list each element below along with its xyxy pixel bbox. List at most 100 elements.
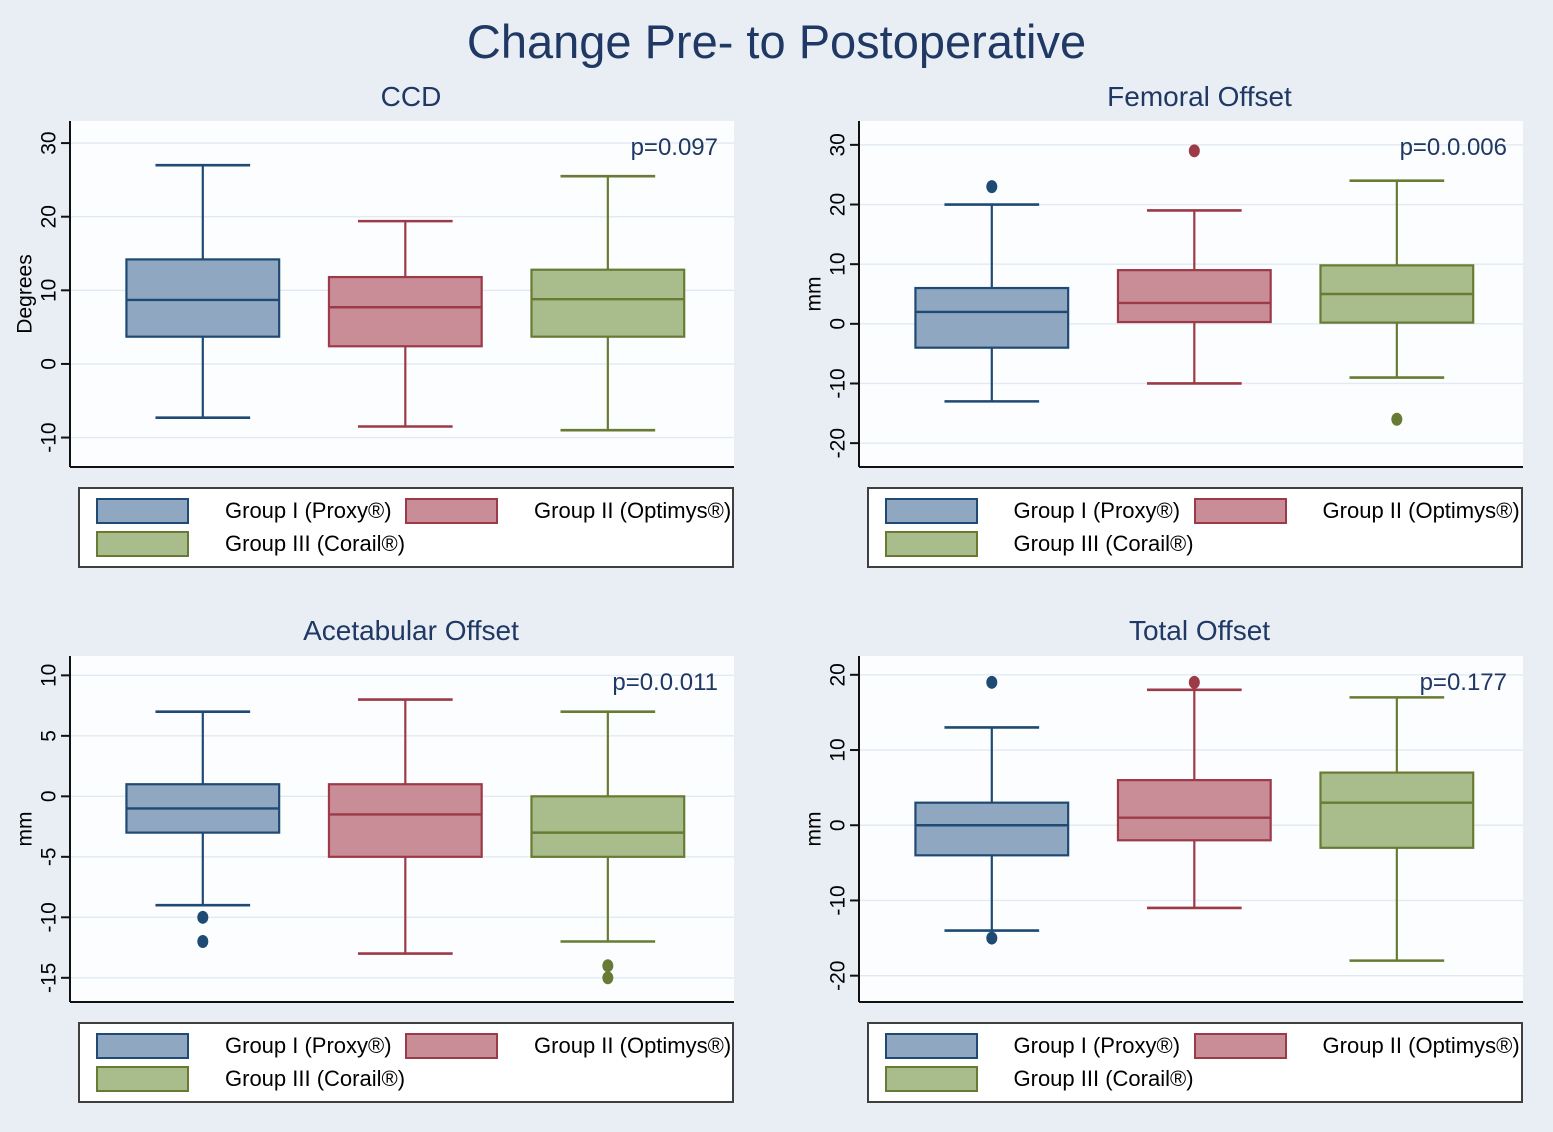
ccd-box-plot: -10 0 10 20 30 Degrees p=0.097	[13, 121, 734, 469]
legend-label-group1: Group I (Proxy®)	[225, 1032, 392, 1058]
legend-label-group2: Group II (Optimys®)	[1322, 498, 1520, 524]
y-tick-label: -15	[37, 962, 60, 992]
outlier-point	[985, 180, 997, 194]
group3-swatch-icon	[96, 1065, 189, 1092]
legend-item-group2: Group II (Optimys®)	[1193, 498, 1520, 525]
y-axis-label: mm	[802, 811, 825, 846]
box-group-2	[327, 698, 483, 955]
legend-item-group2: Group II (Optimys®)	[405, 498, 732, 525]
panel-title-total-offset: Total Offset	[1128, 615, 1271, 647]
outlier-point	[1390, 413, 1402, 427]
legend-label-group1: Group I (Proxy®)	[225, 498, 392, 524]
y-tick-label: -10	[826, 369, 849, 399]
group1-swatch-icon	[96, 498, 189, 525]
box-group-1	[913, 180, 1069, 403]
y-tick-label: 20	[826, 663, 849, 686]
box-group-1	[913, 675, 1069, 945]
legend-label-group2: Group II (Optimys®)	[534, 1032, 732, 1058]
box-group-2	[1116, 144, 1272, 386]
group2-swatch-icon	[1193, 1032, 1287, 1059]
y-axis-label: mm	[802, 277, 825, 312]
panel-femoral-offset: Femoral Offset -20 -10 0 10 20 30 mm p=0.0.006 …	[801, 72, 1541, 569]
outlier-point	[602, 959, 614, 973]
group2-swatch-icon	[405, 1032, 499, 1059]
figure-title: Change Pre- to Postoperative	[466, 15, 1087, 68]
y-axis-label: Degrees	[13, 255, 36, 334]
femoral-offset-box-plot: -20 -10 0 10 20 30 mm p=0.0.006	[802, 121, 1523, 469]
p-value-label: p=0.0.006	[1399, 134, 1506, 161]
panel-total-offset: Total Offset -20 -10 0 10 20 mm p=0.177 Group …	[801, 606, 1541, 1103]
group1-swatch-icon	[884, 1032, 978, 1059]
y-tick-label: -5	[37, 847, 60, 866]
outlier-point	[985, 931, 997, 945]
box-group-3	[1318, 695, 1474, 962]
outlier-point	[1188, 675, 1200, 689]
box-group-2	[327, 220, 483, 429]
y-tick-label: -10	[37, 423, 60, 453]
legend-label-group1: Group I (Proxy®)	[1013, 1032, 1181, 1058]
legend-item-group3: Group III (Corail®)	[96, 1065, 406, 1092]
group2-swatch-icon	[405, 498, 499, 525]
outlier-point	[1188, 144, 1200, 158]
y-tick-label: 0	[37, 358, 60, 370]
legend-label-group3: Group III (Corail®)	[225, 1065, 406, 1091]
legend-acetabular-offset: Group I (Proxy®) Group II (Optimys®) Gro…	[78, 1021, 734, 1103]
legend-item-group3: Group III (Corail®)	[884, 1065, 1194, 1092]
p-value-label: p=0.177	[1419, 669, 1506, 696]
p-value-label: p=0.0.011	[612, 669, 718, 696]
box-group-1	[125, 164, 281, 420]
panel-title-acetabular-offset: Acetabular Offset	[303, 615, 519, 647]
y-tick-label: 10	[37, 664, 60, 687]
y-tick-label: 10	[826, 253, 849, 276]
group1-swatch-icon	[96, 1032, 189, 1059]
box-group-2	[1116, 675, 1272, 910]
acetabular-offset-box-plot: -15 -10 -5 0 5 10 mm p=0.0.011	[13, 655, 734, 1003]
group1-swatch-icon	[884, 498, 978, 525]
y-tick-label: 10	[826, 738, 849, 761]
y-tick-label: 0	[826, 318, 849, 330]
panels-grid: CCD -10 0 10 20 30 Degrees p=0.097 Group I (Pr…	[0, 68, 1553, 1103]
y-tick-label: 30	[826, 133, 849, 156]
panel-title-femoral-offset: Femoral Offset	[1107, 80, 1292, 112]
y-tick-label: -20	[826, 428, 849, 458]
y-tick-label: -20	[826, 960, 849, 990]
y-tick-label: -10	[37, 902, 60, 932]
legend-item-group1: Group I (Proxy®)	[96, 498, 405, 525]
total-offset-box-plot: -20 -10 0 10 20 mm p=0.177	[802, 655, 1523, 1003]
box-group-3	[530, 710, 686, 985]
legend-item-group1: Group I (Proxy®)	[884, 1032, 1194, 1059]
y-tick-label: 10	[37, 279, 60, 302]
panel-ccd: CCD -10 0 10 20 30 Degrees p=0.097 Group I (Pr…	[12, 72, 752, 569]
legend-item-group2: Group II (Optimys®)	[1193, 1032, 1520, 1059]
legend-label-group2: Group II (Optimys®)	[1322, 1032, 1520, 1058]
legend-label-group2: Group II (Optimys®)	[534, 498, 732, 524]
group3-swatch-icon	[884, 531, 978, 558]
y-tick-label: 5	[37, 730, 60, 742]
outlier-point	[602, 971, 614, 985]
outlier-point	[197, 910, 209, 924]
box-group-1	[125, 710, 281, 948]
box-group-3	[1318, 179, 1474, 427]
legend-label-group3: Group III (Corail®)	[225, 531, 406, 557]
y-tick-label: 0	[37, 790, 60, 802]
group3-swatch-icon	[884, 1065, 978, 1092]
y-tick-label: 0	[826, 819, 849, 831]
legend-item-group3: Group III (Corail®)	[884, 531, 1194, 558]
legend-item-group1: Group I (Proxy®)	[884, 498, 1194, 525]
outlier-point	[197, 934, 209, 948]
legend-total-offset: Group I (Proxy®) Group II (Optimys®) Gro…	[866, 1021, 1523, 1103]
y-tick-label: 30	[37, 132, 60, 155]
legend-label-group3: Group III (Corail®)	[1013, 531, 1194, 557]
legend-ccd: Group I (Proxy®) Group II (Optimys®) Gro…	[78, 487, 734, 569]
group3-swatch-icon	[96, 531, 189, 558]
y-axis-label: mm	[13, 811, 36, 846]
legend-item-group2: Group II (Optimys®)	[405, 1032, 732, 1059]
group2-swatch-icon	[1193, 498, 1287, 525]
outlier-point	[985, 675, 997, 689]
box-group-3	[530, 175, 686, 432]
y-tick-label: 20	[37, 205, 60, 228]
panel-title-ccd: CCD	[380, 80, 442, 112]
legend-item-group1: Group I (Proxy®)	[96, 1032, 405, 1059]
legend-label-group3: Group III (Corail®)	[1013, 1065, 1194, 1091]
